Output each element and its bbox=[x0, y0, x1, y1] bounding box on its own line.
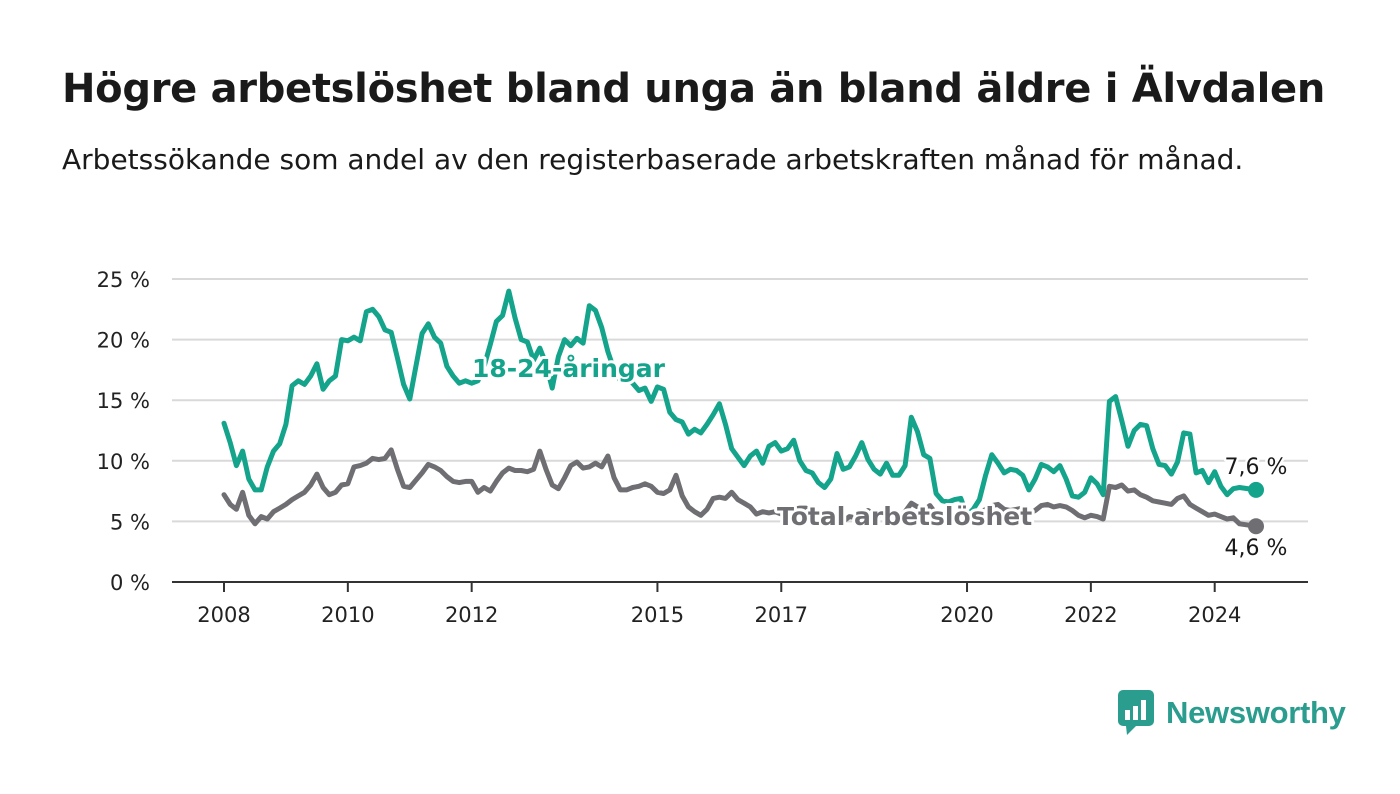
brand-name: Newsworthy bbox=[1166, 695, 1346, 730]
x-axis: 2008 2010 2012 2015 2017 2020 2022 2024 bbox=[172, 581, 1308, 627]
y-tick-label: 10 % bbox=[97, 450, 150, 474]
x-tick-label: 2008 bbox=[197, 603, 250, 627]
series-end-point-1 bbox=[1248, 518, 1264, 535]
series-end-point-0 bbox=[1248, 481, 1264, 498]
x-tick-label: 2017 bbox=[755, 603, 808, 627]
series-label-total: Total arbetslöshet bbox=[777, 502, 1032, 531]
y-tick-label: 25 % bbox=[97, 268, 150, 292]
series-line-0 bbox=[221, 288, 1259, 518]
y-tick-label: 20 % bbox=[97, 329, 150, 353]
series-label-youth: 18-24-åringar bbox=[472, 354, 666, 383]
chart-subtitle: Arbetssökande som andel av den registerb… bbox=[62, 143, 1244, 176]
y-tick-label: 5 % bbox=[110, 510, 150, 534]
newsworthy-brand: Newsworthy bbox=[1118, 690, 1346, 736]
x-tick-label: 2024 bbox=[1188, 603, 1241, 627]
y-tick-label: 0 % bbox=[110, 571, 150, 595]
end-value-youth: 7,6 % bbox=[1225, 455, 1288, 480]
x-tick-label: 2012 bbox=[445, 603, 498, 627]
y-axis-tick-labels: 0 % 5 % 10 % 15 % 20 % 25 % bbox=[97, 268, 150, 595]
x-tick-label: 2010 bbox=[321, 603, 374, 627]
line-chart: 0 %5 %10 %15 %20 %25 % 2008 2010 2012 2015 2… bbox=[97, 268, 1308, 627]
x-tick-label: 2015 bbox=[631, 603, 684, 627]
end-value-total: 4,6 % bbox=[1225, 536, 1288, 561]
series-line-1 bbox=[221, 447, 1259, 529]
series-lines bbox=[221, 288, 1264, 535]
series-labels: 18-24-åringar Total arbetslöshet 7,6 % 4,6 … bbox=[469, 351, 1290, 564]
y-tick-label: 15 % bbox=[97, 389, 150, 413]
chart-title: Högre arbetslöshet bland unga än bland ä… bbox=[62, 66, 1326, 112]
x-tick-label: 2020 bbox=[940, 603, 993, 627]
x-tick-label: 2022 bbox=[1064, 603, 1117, 627]
newsworthy-logo-icon bbox=[1118, 690, 1154, 735]
